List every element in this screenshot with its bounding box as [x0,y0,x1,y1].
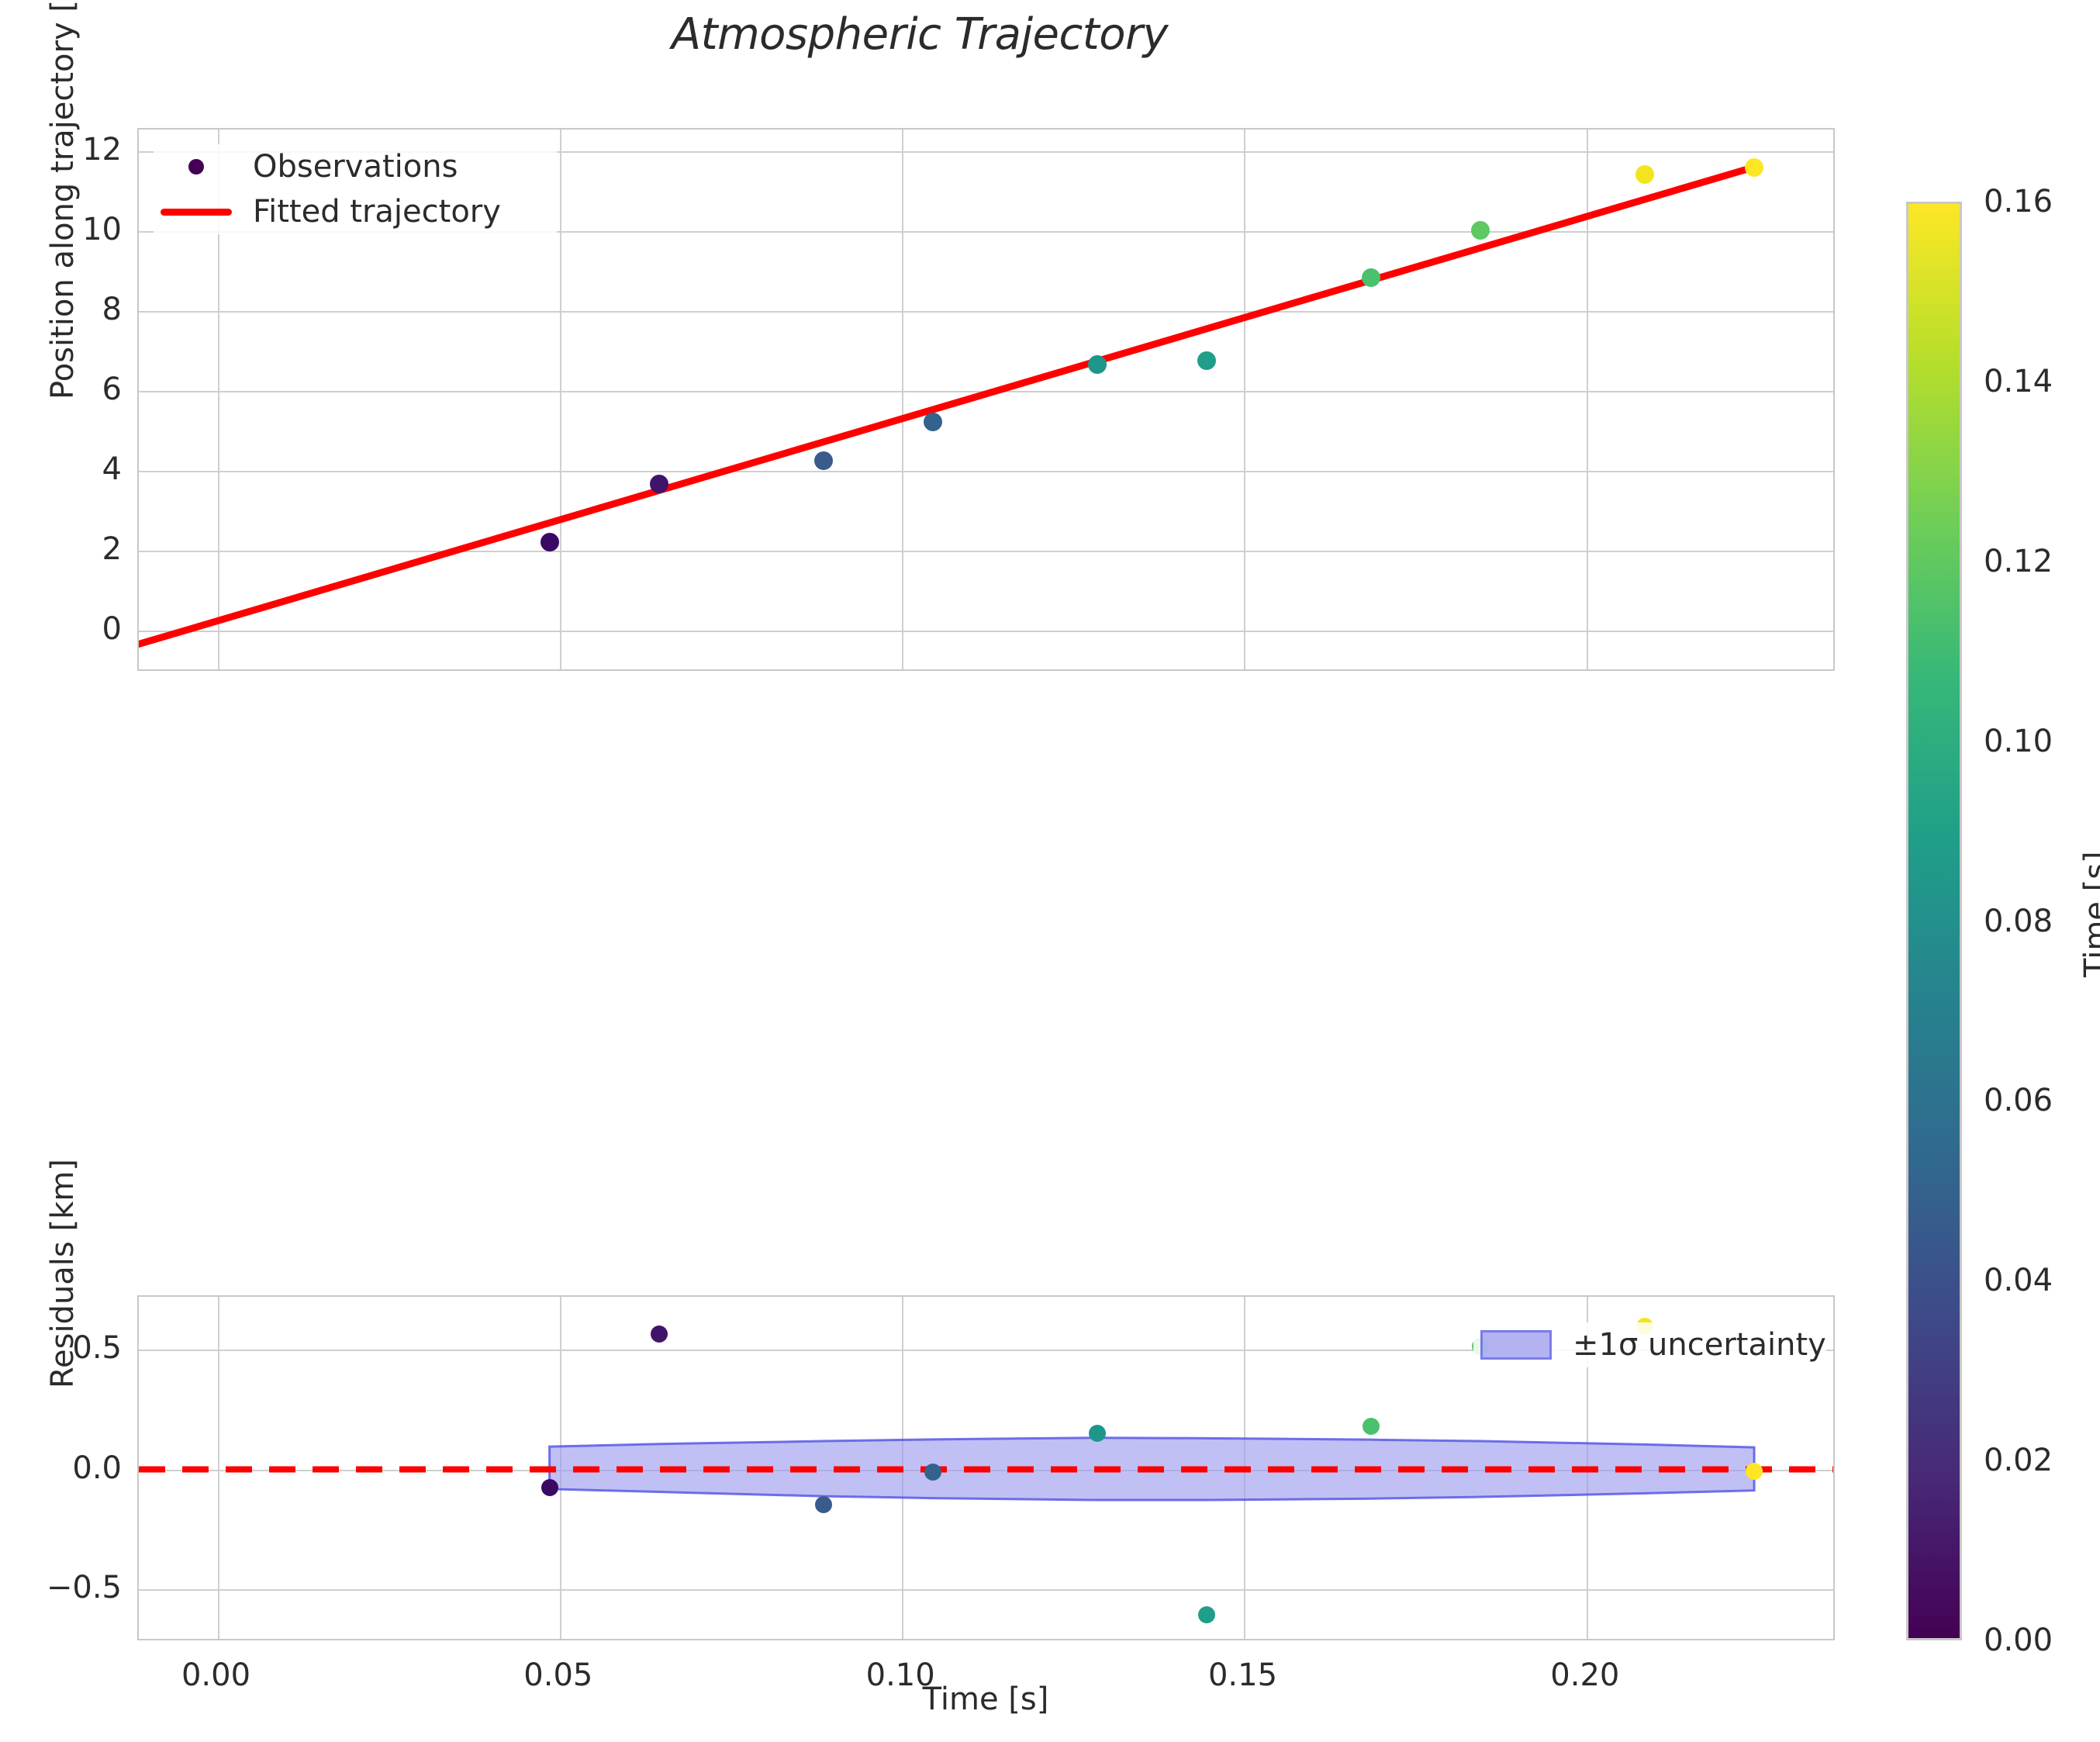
residual-plot-area [139,1297,1833,1639]
observation-point [1745,157,1764,177]
observation-point [1471,221,1490,240]
gridline-horizontal [139,1349,1833,1351]
x-tick-4: 0.20 [1550,1657,1620,1693]
observation-point [1087,354,1107,374]
colorbar-axes[interactable] [1906,202,1962,1640]
observation-point [1635,165,1654,185]
main-y-axis-title: Position along trajectory [km] [45,0,81,399]
gridline-vertical [1244,130,1246,669]
residual-y-tick-0: −0.5 [46,1570,122,1605]
gridline-horizontal [139,231,1833,233]
legend-item-fitted-trajectory: Fitted trajectory [154,189,557,234]
legend-label-uncertainty: ±1σ uncertainty [1573,1327,1826,1363]
main-y-tick-5: 10 [82,212,122,248]
gridline-vertical [559,130,561,669]
x-tick-0: 0.00 [181,1657,251,1693]
residual-point [541,1478,558,1496]
gridline-horizontal [139,1589,1833,1591]
residual-point [1088,1424,1106,1442]
colorbar-tick-8: 0.16 [1984,184,2053,219]
legend-label-observations: Observations [253,149,458,185]
gridline-vertical [1586,130,1588,669]
residual-y-tick-2: 0.5 [72,1329,122,1366]
residual-point [924,1464,941,1481]
main-y-tick-3: 6 [102,372,122,408]
main-plot-legend: Observations Fitted trajectory [154,144,557,234]
colorbar-tick-2: 0.04 [1984,1263,2053,1299]
observation-point [540,533,559,552]
fitted-line-icon [154,208,239,216]
observation-point [1361,268,1380,287]
gridline-vertical [217,1297,219,1639]
gridline-horizontal [139,471,1833,473]
colorbar-tick-5: 0.10 [1984,723,2053,759]
residual-point [1362,1418,1380,1436]
main-plot-area [139,130,1833,669]
x-tick-1: 0.05 [523,1657,593,1693]
gridline-horizontal [139,151,1833,154]
x-axis-title: Time [s] [922,1682,1049,1717]
observations-marker-icon [154,159,239,175]
main-y-tick-6: 12 [82,132,122,168]
gridline-vertical [902,130,904,669]
gridline-horizontal [139,630,1833,632]
colorbar-tick-0: 0.00 [1984,1623,2053,1658]
residual-point [1746,1462,1763,1480]
residual-plot-legend: ±1σ uncertainty [1473,1322,1826,1367]
colorbar-tick-4: 0.08 [1984,903,2053,939]
colorbar-tick-7: 0.14 [1984,363,2053,399]
residual-point [814,1496,832,1514]
main-y-tick-1: 2 [102,531,122,567]
gridline-horizontal [139,311,1833,313]
gridline-horizontal [139,551,1833,552]
legend-item-observations: Observations [154,144,557,189]
residual-overlay [139,1436,1833,1502]
legend-item-uncertainty: ±1σ uncertainty [1473,1322,1826,1367]
fitted-trajectory-line [139,163,1758,648]
residual-plot-axes[interactable] [137,1295,1835,1640]
residual-point [650,1325,668,1343]
uncertainty-band-icon [1473,1330,1559,1360]
x-tick-2: 0.10 [865,1657,935,1693]
main-y-tick-4: 8 [102,292,122,328]
colorbar-tick-1: 0.02 [1984,1443,2053,1479]
gridline-vertical [217,130,219,669]
figure-title: Atmospheric Trajectory [671,9,1169,60]
legend-label-fitted-trajectory: Fitted trajectory [253,194,501,230]
main-y-tick-2: 4 [102,451,122,488]
residual-y-tick-1: 0.0 [72,1450,122,1486]
colorbar-tick-3: 0.06 [1984,1083,2053,1119]
observation-point [813,451,833,470]
colorbar-title: Time [s] [2078,851,2100,977]
observation-point [1197,351,1216,370]
main-y-tick-0: 0 [102,610,122,647]
colorbar-tick-6: 0.12 [1984,543,2053,579]
colorbar-gradient [1908,204,1960,1638]
observation-point [923,413,942,432]
x-tick-3: 0.15 [1207,1657,1278,1693]
observation-point [649,474,668,493]
residual-point [1197,1606,1215,1624]
